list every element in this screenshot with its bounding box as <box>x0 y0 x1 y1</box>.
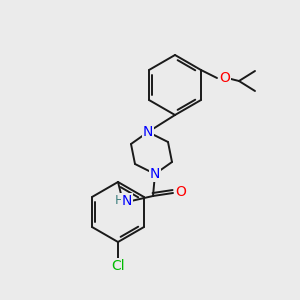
Text: N: N <box>143 125 153 139</box>
Text: N: N <box>122 194 132 208</box>
Text: O: O <box>176 185 186 199</box>
Text: N: N <box>150 167 160 181</box>
Text: O: O <box>220 71 230 85</box>
Text: Cl: Cl <box>111 259 125 273</box>
Text: H: H <box>114 194 124 206</box>
